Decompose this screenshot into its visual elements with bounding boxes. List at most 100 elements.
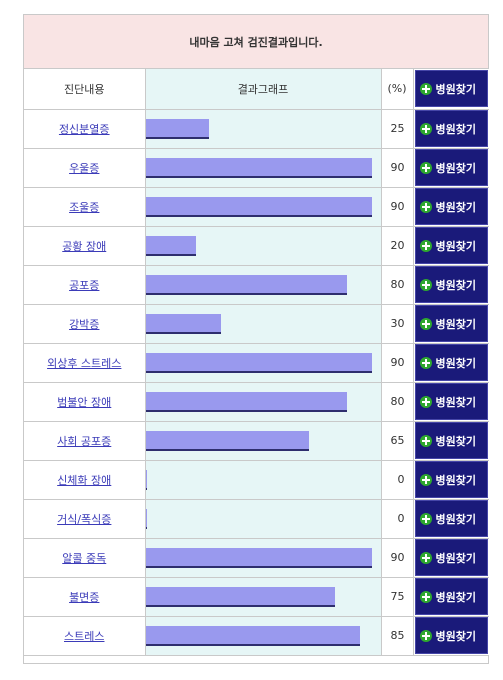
find-hospital-button[interactable]: 병원찾기 <box>414 266 488 303</box>
graph-cell <box>144 381 382 422</box>
find-hospital-button[interactable]: 병원찾기 <box>414 500 488 537</box>
button-cell: 병원찾기 <box>412 342 489 383</box>
result-bar <box>145 391 347 412</box>
button-cell: 병원찾기 <box>412 147 489 188</box>
result-panel: 내마음 고쳐 검진결과입니다. 진단내용 결과그래프 (%) 병원찾기 정신분열… <box>23 14 489 664</box>
diagnosis-link[interactable]: 정신분열증 <box>58 122 110 136</box>
percent-value: 30 <box>380 303 414 344</box>
diagnosis-link[interactable]: 범불안 장애 <box>57 395 112 409</box>
find-hospital-label: 병원찾기 <box>435 434 476 448</box>
table-row: 강박증 30 병원찾기 <box>24 303 489 344</box>
diagnosis-cell: 스트레스 <box>24 615 146 656</box>
find-hospital-label: 병원찾기 <box>435 629 476 643</box>
diagnosis-cell: 불면증 <box>24 576 146 617</box>
diagnosis-link[interactable]: 외상후 스트레스 <box>47 356 122 370</box>
table-row: 정신분열증 25 병원찾기 <box>24 108 489 149</box>
plus-icon <box>419 82 432 95</box>
find-hospital-button[interactable]: 병원찾기 <box>414 344 488 381</box>
result-bar <box>145 313 221 334</box>
table-row: 우울증 90 병원찾기 <box>24 147 489 188</box>
find-hospital-button[interactable]: 병원찾기 <box>414 110 488 147</box>
graph-cell <box>144 303 382 344</box>
table-row: 알콜 중독 90 병원찾기 <box>24 537 489 578</box>
percent-value: 20 <box>380 225 414 266</box>
percent-value: 90 <box>380 537 414 578</box>
table-row: 거식/폭식증 0 병원찾기 <box>24 498 489 539</box>
diagnosis-link[interactable]: 스트레스 <box>64 629 105 643</box>
diagnosis-link[interactable]: 불면증 <box>69 590 100 604</box>
diagnosis-cell: 거식/폭식증 <box>24 498 146 539</box>
find-hospital-label: 병원찾기 <box>435 395 476 409</box>
table-row: 스트레스 85 병원찾기 <box>24 615 489 656</box>
diagnosis-link[interactable]: 사회 공포증 <box>57 434 112 448</box>
plus-icon <box>419 161 432 174</box>
find-hospital-label: 병원찾기 <box>435 590 476 604</box>
button-cell: 병원찾기 <box>412 225 489 266</box>
result-bar <box>145 547 372 568</box>
button-cell: 병원찾기 <box>412 537 489 578</box>
table-row: 조울증 90 병원찾기 <box>24 186 489 227</box>
page-title: 내마음 고쳐 검진결과입니다. <box>24 15 488 69</box>
button-cell: 병원찾기 <box>412 186 489 227</box>
plus-icon <box>419 512 432 525</box>
button-cell: 병원찾기 <box>412 381 489 422</box>
graph-cell <box>144 615 382 656</box>
find-hospital-button[interactable]: 병원찾기 <box>414 188 488 225</box>
find-hospital-button[interactable]: 병원찾기 <box>414 578 488 615</box>
find-hospital-button[interactable]: 병원찾기 <box>414 422 488 459</box>
diagnosis-link[interactable]: 우울증 <box>69 161 100 175</box>
plus-icon <box>419 278 432 291</box>
find-hospital-button[interactable]: 병원찾기 <box>414 461 488 498</box>
diagnosis-cell: 정신분열증 <box>24 108 146 149</box>
button-cell: 병원찾기 <box>412 498 489 539</box>
result-bar <box>145 508 147 529</box>
find-hospital-label: 병원찾기 <box>435 161 476 175</box>
find-hospital-button[interactable]: 병원찾기 <box>414 383 488 420</box>
diagnosis-link[interactable]: 신체화 장애 <box>57 473 112 487</box>
table-row: 공포증 80 병원찾기 <box>24 264 489 305</box>
diagnosis-cell: 신체화 장애 <box>24 459 146 500</box>
find-hospital-label: 병원찾기 <box>435 122 476 136</box>
find-hospital-label: 병원찾기 <box>435 551 476 565</box>
header-diagnosis: 진단내용 <box>24 69 146 110</box>
find-hospital-label: 병원찾기 <box>435 356 476 370</box>
plus-icon <box>419 239 432 252</box>
diagnosis-cell: 외상후 스트레스 <box>24 342 146 383</box>
graph-cell <box>144 342 382 383</box>
find-hospital-button[interactable]: 병원찾기 <box>414 617 488 654</box>
table-row: 신체화 장애 0 병원찾기 <box>24 459 489 500</box>
percent-value: 80 <box>380 381 414 422</box>
button-cell: 병원찾기 <box>412 420 489 461</box>
diagnosis-cell: 조울증 <box>24 186 146 227</box>
percent-value: 90 <box>380 186 414 227</box>
find-hospital-button[interactable]: 병원찾기 <box>414 227 488 264</box>
diagnosis-link[interactable]: 조울증 <box>69 200 100 214</box>
table-row: 사회 공포증 65 병원찾기 <box>24 420 489 461</box>
header-button-cell: 병원찾기 <box>412 69 489 110</box>
graph-cell <box>144 264 382 305</box>
result-bar <box>145 118 209 139</box>
find-hospital-button[interactable]: 병원찾기 <box>414 305 488 342</box>
percent-value: 65 <box>380 420 414 461</box>
result-bar <box>145 235 196 256</box>
plus-icon <box>419 200 432 213</box>
plus-icon <box>419 122 432 135</box>
find-hospital-button[interactable]: 병원찾기 <box>414 539 488 576</box>
diagnosis-link[interactable]: 공황 장애 <box>62 239 107 253</box>
plus-icon <box>419 551 432 564</box>
button-cell: 병원찾기 <box>412 615 489 656</box>
diagnosis-cell: 공포증 <box>24 264 146 305</box>
find-hospital-button[interactable]: 병원찾기 <box>414 149 488 186</box>
diagnosis-link[interactable]: 강박증 <box>69 317 100 331</box>
diagnosis-cell: 강박증 <box>24 303 146 344</box>
table-row: 범불안 장애 80 병원찾기 <box>24 381 489 422</box>
diagnosis-link[interactable]: 알콜 중독 <box>62 551 107 565</box>
diagnosis-link[interactable]: 공포증 <box>69 278 100 292</box>
percent-value: 90 <box>380 147 414 188</box>
graph-cell <box>144 420 382 461</box>
diagnosis-link[interactable]: 거식/폭식증 <box>57 512 112 526</box>
find-hospital-button[interactable]: 병원찾기 <box>414 70 488 108</box>
result-bar <box>145 469 147 490</box>
plus-icon <box>419 629 432 642</box>
graph-cell <box>144 108 382 149</box>
